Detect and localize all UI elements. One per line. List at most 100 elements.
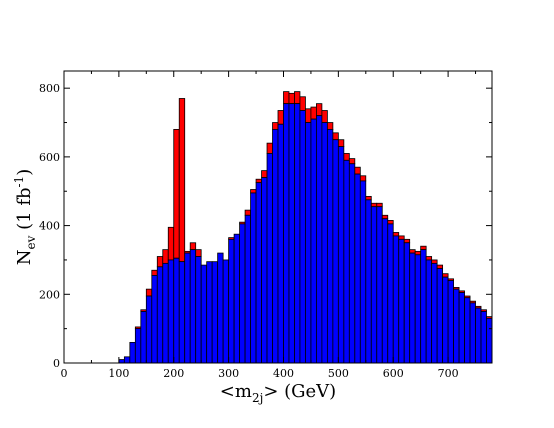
bar-red-420 (294, 91, 301, 105)
bar-blue-480 (326, 128, 334, 364)
y-tick-label-400: 400 (39, 220, 60, 233)
bar-blue-390 (277, 123, 284, 364)
bar-blue-360 (261, 177, 268, 364)
bar-red-470 (321, 110, 328, 123)
bar-blue-590 (387, 223, 394, 364)
bar-blue-150 (145, 295, 153, 364)
bar-blue-700 (447, 280, 454, 364)
bar-red-210 (178, 98, 186, 263)
bar-blue-410 (288, 103, 295, 364)
bar-red-530 (354, 166, 361, 175)
bar-blue-220 (184, 252, 191, 364)
y-axis-label-sub: ev (24, 235, 38, 249)
bar-blue-420 (294, 103, 301, 364)
bar-red-650 (420, 245, 427, 251)
x-axis-label-main: <m (220, 381, 252, 402)
bar-red-550 (365, 195, 372, 201)
bar-red-500 (337, 139, 345, 147)
bar-blue-200 (173, 257, 180, 364)
bar-blue-680 (436, 268, 444, 364)
bars-layer (118, 91, 493, 364)
bar-red-400 (283, 91, 290, 105)
bar-blue-710 (453, 288, 460, 364)
bar-red-670 (431, 259, 438, 264)
bar-red-350 (255, 178, 262, 184)
bar-blue-290 (222, 259, 230, 364)
bar-blue-400 (283, 103, 290, 364)
bar-blue-770 (486, 317, 493, 364)
bar-blue-320 (239, 223, 246, 364)
bar-blue-490 (332, 139, 339, 364)
x-axis-label-sub: 2j (252, 391, 263, 405)
ticks-layer: 0 100 200 300 400 500 600 700 0 200 400 600 800 (39, 71, 492, 380)
bar-blue-560 (370, 206, 378, 364)
bar-red-240 (195, 249, 202, 257)
bar-red-180 (162, 249, 169, 264)
bar-red-230 (189, 242, 197, 251)
y-tick-label-200: 200 (39, 288, 60, 301)
bar-blue-180 (162, 262, 169, 364)
bar-blue-600 (392, 235, 400, 364)
bar-blue-750 (475, 307, 482, 364)
plot-frame (63, 70, 493, 364)
bar-blue-340 (250, 192, 257, 364)
bar-blue-140 (140, 311, 147, 364)
bar-red-580 (381, 214, 389, 220)
x-tick-label-0: 0 (61, 367, 68, 380)
bar-red-190 (167, 226, 175, 261)
bar-blue-690 (442, 276, 449, 364)
x-axis-label-tail: > (GeV) (263, 381, 336, 402)
bar-blue-110 (123, 356, 131, 364)
bar-red-610 (398, 235, 405, 240)
bar-blue-190 (167, 259, 175, 364)
bar-blue-350 (255, 182, 262, 364)
bar-blue-760 (480, 311, 487, 364)
bar-blue-620 (403, 242, 411, 364)
bar-red-540 (359, 175, 367, 182)
x-tick-label-200: 200 (163, 367, 184, 380)
bar-blue-100 (118, 359, 125, 364)
bar-red-620 (403, 238, 411, 244)
bar-red-390 (277, 110, 284, 125)
bar-blue-510 (343, 159, 350, 364)
x-tick-label-100: 100 (108, 367, 129, 380)
bar-red-440 (305, 108, 312, 123)
bar-blue-260 (206, 261, 213, 364)
bar-blue-430 (299, 110, 306, 364)
bar-red-630 (409, 249, 416, 254)
y-axis-label-tail: ) (14, 169, 35, 176)
bar-blue-170 (156, 266, 164, 364)
bar-blue-450 (310, 118, 317, 364)
bar-red-200 (173, 128, 180, 259)
bar-blue-720 (458, 292, 465, 364)
x-tick-label-700: 700 (438, 367, 459, 380)
bar-blue-370 (266, 153, 273, 364)
bar-blue-670 (431, 262, 438, 364)
y-tick-label-600: 600 (39, 151, 60, 164)
x-axis-label: <m2j> (GeV) (220, 381, 336, 405)
bar-blue-440 (305, 122, 312, 364)
bar-red-640 (414, 250, 422, 256)
bar-blue-500 (337, 146, 345, 364)
bar-red-590 (387, 220, 394, 225)
bar-blue-130 (134, 328, 142, 364)
bar-red-480 (326, 122, 334, 130)
bar-red-170 (156, 256, 164, 268)
bar-blue-300 (228, 238, 235, 364)
bar-blue-520 (348, 163, 356, 364)
bar-blue-530 (354, 173, 361, 364)
bar-red-450 (310, 106, 317, 120)
bar-blue-580 (381, 218, 389, 364)
x-tick-label-400: 400 (273, 367, 294, 380)
y-axis-label-main: N (14, 249, 35, 265)
bar-red-340 (250, 189, 257, 194)
bar-red-570 (376, 202, 383, 208)
bar-blue-460 (316, 115, 323, 364)
bar-blue-250 (200, 264, 208, 364)
y-tick-label-800: 800 (39, 82, 60, 95)
bar-red-660 (425, 256, 433, 261)
bar-red-560 (370, 202, 378, 208)
bar-blue-330 (244, 214, 251, 364)
y-axis-label-sup: -1 (12, 176, 26, 188)
